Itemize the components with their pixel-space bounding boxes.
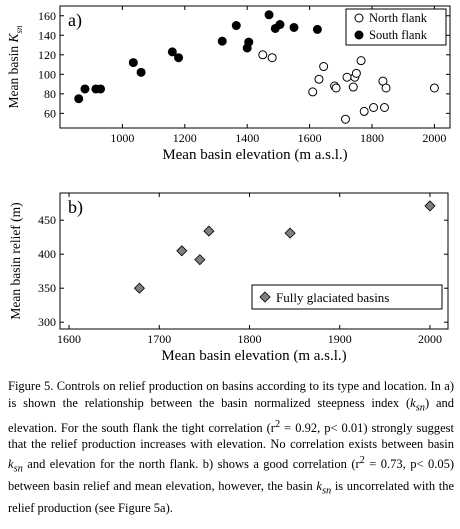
panel-b-legend-diamond-marker bbox=[259, 291, 271, 303]
panel-b-point-glaciated-basin bbox=[203, 225, 215, 237]
panel-a-point-south-flank bbox=[231, 21, 241, 31]
caption-part-1: Figure 5. Controls on relief production … bbox=[8, 379, 454, 410]
panel-a-point-north-flank bbox=[359, 106, 369, 116]
caption-part-5: = 0.73, p< 0.05) between basin relief an… bbox=[8, 456, 454, 493]
panel-a-y-tick-label: 160 bbox=[38, 9, 56, 23]
caption-ksn-k: k bbox=[410, 395, 416, 410]
panel-a-point-south-flank bbox=[289, 22, 299, 32]
panel-a-y-axis-label: Mean basin Ksn bbox=[6, 25, 24, 109]
panel-a-x-tick-label: 1200 bbox=[173, 131, 197, 145]
caption-ksn-k: k bbox=[316, 478, 322, 493]
panel-b-y-tick-label: 450 bbox=[38, 213, 56, 227]
panel-b-y-tick-label: 400 bbox=[38, 247, 56, 261]
panel-a-y-tick-label: 100 bbox=[38, 67, 56, 81]
panel-a-point-north-flank bbox=[308, 87, 318, 97]
panel-b-chart: 1600 1700 1800 1900 2000 300 350 400 450 b) Mean b… bbox=[8, 192, 449, 364]
panel-b-x-tick-label: 1900 bbox=[328, 332, 352, 346]
panel-a-point-north-flank bbox=[258, 50, 268, 60]
panel-b-y-tick-label: 300 bbox=[38, 315, 56, 329]
panel-a-x-tick-label: 1400 bbox=[235, 131, 259, 145]
panel-a-point-north-flank bbox=[356, 56, 366, 66]
panel-a-point-north-flank bbox=[340, 114, 350, 124]
panel-a-point-north-flank bbox=[314, 74, 324, 84]
panel-b-panel-label: b) bbox=[68, 197, 83, 218]
panel-a-point-south-flank bbox=[264, 10, 274, 20]
panel-b-point-glaciated-basin bbox=[424, 200, 436, 212]
caption-ksn-sub: sn bbox=[13, 463, 23, 475]
caption-ksn-k: k bbox=[8, 456, 14, 471]
panel-a-x-tick-label: 1000 bbox=[110, 131, 134, 145]
panel-a-x-tick-label: 2000 bbox=[422, 131, 446, 145]
panel-a-x-tick-label: 1600 bbox=[298, 131, 322, 145]
caption-part-6: is uncorrelated with the relief producti… bbox=[8, 478, 454, 515]
panel-a-point-south-flank bbox=[312, 24, 322, 34]
caption-ksn-sub: sn bbox=[321, 485, 332, 497]
panel-a-point-south-flank bbox=[96, 84, 106, 94]
panel-b-y-axis-label: Mean basin relief (m) bbox=[8, 202, 23, 319]
panel-a-point-north-flank bbox=[429, 83, 439, 93]
panel-a-x-tick-label: 1800 bbox=[360, 131, 384, 145]
panel-a-point-south-flank bbox=[167, 47, 177, 57]
panel-a-chart: 1000 1200 1400 1600 1800 2000 60 80 100 120 140 160… bbox=[6, 5, 451, 163]
panel-a-legend-box bbox=[345, 8, 447, 46]
caption-sup-2: 2 bbox=[274, 418, 281, 430]
panel-a-point-south-flank bbox=[244, 37, 254, 47]
panel-b-x-axis-label: Mean basin elevation (m a.s.l.) bbox=[161, 348, 346, 364]
panel-a-y-tick-label: 80 bbox=[44, 87, 56, 101]
panel-a-point-north-flank bbox=[379, 103, 389, 113]
panel-b-y-tick-label: 350 bbox=[38, 281, 56, 295]
panel-a-point-north-flank bbox=[331, 83, 341, 93]
panel-a-point-north-flank bbox=[369, 103, 379, 113]
panel-b-x-tick-label: 1700 bbox=[147, 332, 171, 346]
panel-a-point-north-flank bbox=[351, 68, 361, 78]
panel-a-legend-filled-circle-marker bbox=[354, 30, 364, 40]
caption-sup-2: 2 bbox=[359, 454, 365, 466]
caption-part-4: and elevation for the north flank. b) sh… bbox=[22, 456, 360, 471]
panel-a-legend-open-circle-marker bbox=[354, 13, 364, 23]
panel-a-point-south-flank bbox=[275, 20, 285, 30]
panel-a-point-south-flank bbox=[74, 94, 84, 104]
panel-a-panel-label: a) bbox=[68, 10, 82, 31]
panel-a-point-south-flank bbox=[217, 36, 227, 46]
panel-a-legend-north-flank-label: North flank bbox=[369, 11, 428, 25]
panel-b-x-tick-label: 1600 bbox=[57, 332, 81, 346]
panel-a-y-tick-label: 60 bbox=[44, 106, 56, 120]
panel-a-x-axis-label: Mean basin elevation (m a.s.l.) bbox=[162, 147, 347, 163]
panel-b-legend-label: Fully glaciated basins bbox=[276, 290, 389, 305]
panel-a-point-south-flank bbox=[136, 67, 146, 77]
panel-b-point-glaciated-basin bbox=[284, 227, 296, 239]
panel-b-point-glaciated-basin bbox=[133, 282, 145, 294]
caption-ksn-sub: sn bbox=[415, 402, 425, 413]
panel-a-point-north-flank bbox=[381, 83, 391, 93]
panel-a-point-north-flank bbox=[342, 72, 352, 82]
panel-a-point-north-flank bbox=[348, 82, 358, 92]
panel-a-point-north-flank bbox=[267, 53, 277, 63]
panel-b-x-tick-label: 1800 bbox=[237, 332, 261, 346]
caption-part-2: ) and elevation. For the south flank the… bbox=[8, 395, 454, 435]
panel-a-point-south-flank bbox=[128, 58, 138, 68]
caption-part-3: = 0.92, p< 0.01) strongly suggest that t… bbox=[8, 420, 454, 452]
panel-a-point-south-flank bbox=[80, 84, 90, 94]
panel-a-point-north-flank bbox=[319, 62, 329, 72]
panel-a-plot-frame bbox=[59, 5, 451, 129]
panel-a-y-tick-label: 140 bbox=[38, 28, 56, 42]
panel-b-x-tick-label: 2000 bbox=[418, 332, 442, 346]
figure-caption: Figure 5. Controls on relief production … bbox=[8, 378, 454, 516]
panel-b-point-glaciated-basin bbox=[194, 254, 206, 266]
panel-a-y-tick-label: 120 bbox=[38, 48, 56, 62]
panel-a-point-south-flank bbox=[174, 53, 184, 63]
panel-b-plot-frame bbox=[59, 192, 449, 330]
panel-b-legend-box bbox=[251, 284, 443, 310]
panel-a-legend-south-flank-label: South flank bbox=[369, 28, 428, 42]
panel-b-point-glaciated-basin bbox=[176, 245, 188, 257]
